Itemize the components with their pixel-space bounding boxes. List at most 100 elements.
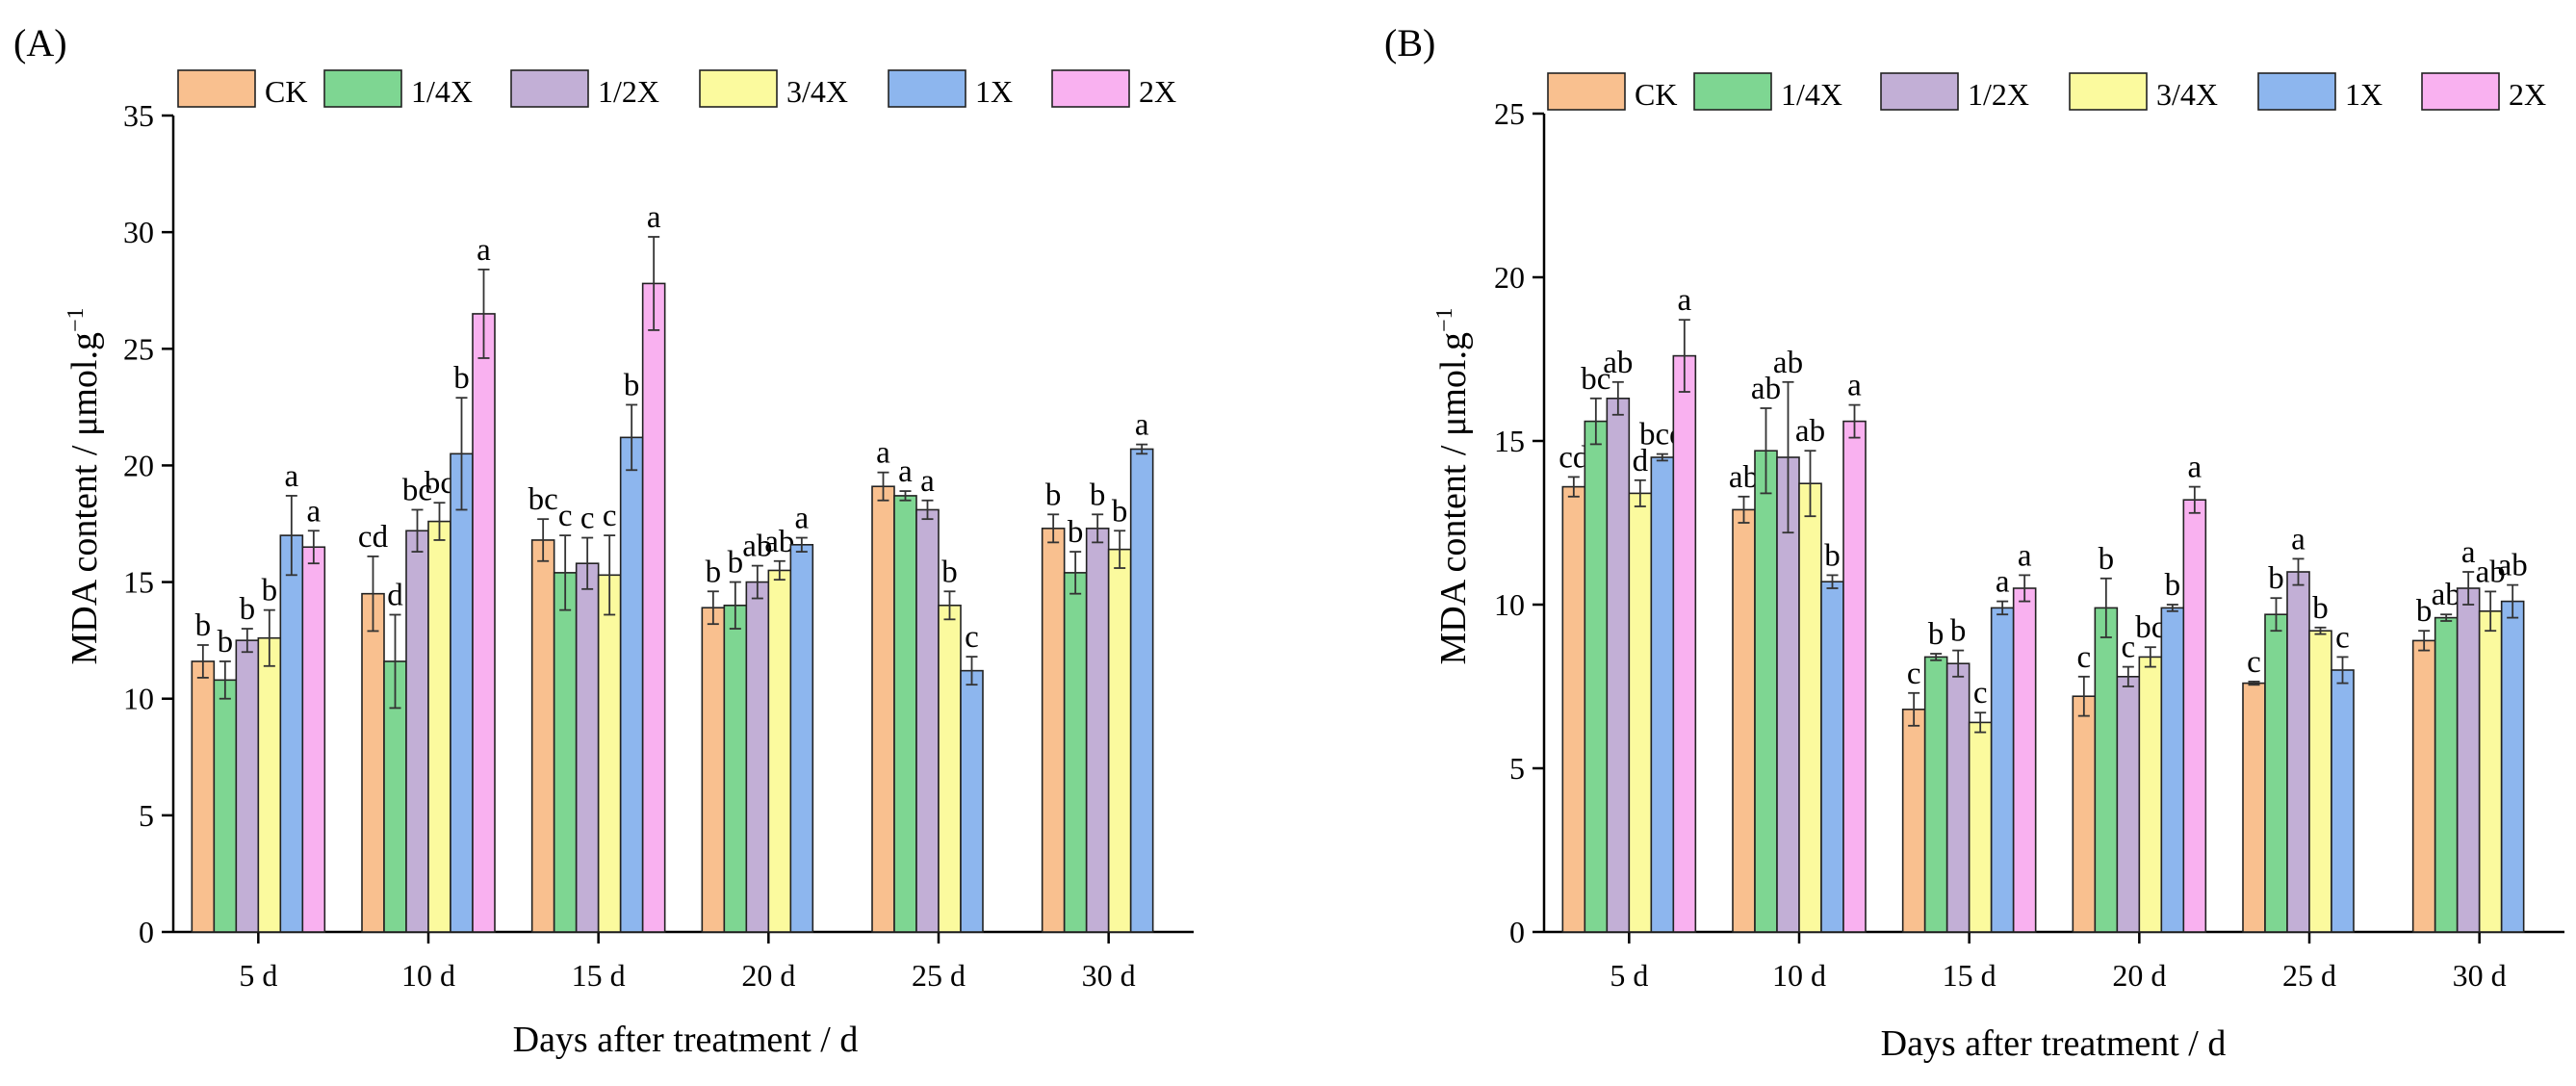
bar bbox=[2286, 571, 2310, 933]
significance-letter: c bbox=[1973, 676, 1988, 711]
bar bbox=[2331, 669, 2355, 933]
panel-b-y-axis-title-sup: −1 bbox=[1432, 307, 1457, 332]
significance-letter: d bbox=[1633, 444, 1649, 478]
bar bbox=[1923, 656, 1948, 933]
bar bbox=[427, 520, 451, 933]
bar bbox=[2012, 587, 2037, 933]
significance-letter: bc bbox=[1581, 362, 1610, 397]
legend-swatch bbox=[1051, 69, 1130, 108]
significance-letter: ab bbox=[764, 525, 794, 559]
legend-swatch bbox=[177, 69, 256, 108]
bar bbox=[789, 544, 814, 933]
significance-letter: b bbox=[1112, 494, 1128, 529]
significance-letter: b bbox=[1090, 478, 1106, 512]
bar bbox=[1041, 528, 1066, 933]
significance-letter: c bbox=[2247, 645, 2261, 680]
significance-letter: b bbox=[240, 592, 256, 627]
y-tick-label: 10 bbox=[1494, 587, 1525, 622]
bar bbox=[2308, 630, 2332, 933]
significance-letter: b bbox=[1045, 478, 1062, 512]
bar bbox=[1968, 721, 1993, 933]
legend-label: 3/4X bbox=[2156, 77, 2218, 112]
x-tick-label: 15 d bbox=[1943, 958, 1996, 993]
significance-letter: bc bbox=[528, 482, 558, 517]
bar bbox=[1129, 448, 1154, 933]
bar bbox=[1820, 581, 1844, 933]
significance-letter: bc bbox=[425, 466, 454, 501]
significance-letter: c bbox=[2077, 640, 2092, 675]
legend-label: 1X bbox=[975, 74, 1013, 109]
x-tick-label: 30 d bbox=[1082, 958, 1136, 993]
x-tick-label: 25 d bbox=[2282, 958, 2336, 993]
legend-swatch bbox=[1693, 72, 1772, 111]
legend-swatch bbox=[2421, 72, 2500, 111]
x-tick-label: 30 d bbox=[2453, 958, 2507, 993]
significance-letter: a bbox=[2291, 522, 2306, 556]
x-tick-label: 15 d bbox=[572, 958, 626, 993]
bar bbox=[2094, 607, 2119, 933]
x-tick-label: 5 d bbox=[239, 958, 277, 993]
bar bbox=[2116, 675, 2141, 933]
significance-letter: b bbox=[218, 625, 234, 659]
significance-letter: b bbox=[2416, 594, 2433, 629]
significance-letter: a bbox=[2461, 535, 2476, 570]
significance-letter: a bbox=[795, 502, 810, 536]
significance-letter: ab bbox=[1603, 346, 1633, 380]
bar bbox=[213, 679, 238, 933]
x-tick-label: 20 d bbox=[741, 958, 795, 993]
y-tick-label: 30 bbox=[123, 215, 154, 249]
significance-letter: ab bbox=[1751, 372, 1781, 406]
bar bbox=[745, 581, 770, 933]
significance-letter: a bbox=[477, 233, 491, 268]
y-tick-label: 20 bbox=[1494, 260, 1525, 295]
bar bbox=[2242, 682, 2266, 933]
panel-b-label: (B) bbox=[1384, 21, 1435, 65]
y-tick-label: 5 bbox=[139, 798, 154, 833]
significance-letter: b bbox=[1928, 617, 1945, 652]
significance-letter: ab bbox=[2476, 555, 2506, 589]
legend-swatch bbox=[510, 69, 589, 108]
significance-letter: a bbox=[898, 454, 913, 489]
y-tick-label: 15 bbox=[123, 565, 154, 600]
bar bbox=[1945, 662, 1971, 933]
bar bbox=[1672, 354, 1697, 933]
bar bbox=[2138, 656, 2163, 933]
bar bbox=[1798, 482, 1822, 933]
significance-letter: b bbox=[624, 368, 640, 402]
panel-a-y-axis-title: MDA content / μmol.g−1 bbox=[64, 307, 105, 664]
bar bbox=[1063, 572, 1088, 933]
significance-letter: c bbox=[603, 499, 617, 533]
legend-label: 2X bbox=[2509, 77, 2546, 112]
legend-swatch bbox=[2069, 72, 2148, 111]
panel-a-y-axis-title-sup: −1 bbox=[64, 307, 89, 332]
y-tick-label: 10 bbox=[123, 682, 154, 716]
bar bbox=[235, 639, 260, 933]
significance-letter: a bbox=[2018, 538, 2032, 573]
panel-a-y-axis-title-main: MDA content / μmol.g bbox=[64, 332, 105, 664]
significance-letter: a bbox=[2188, 451, 2202, 485]
significance-letter: cd bbox=[358, 520, 389, 555]
significance-letter: b bbox=[1824, 538, 1841, 573]
bar bbox=[553, 572, 578, 933]
bar bbox=[2500, 600, 2525, 933]
significance-letter: d bbox=[387, 578, 403, 612]
bar bbox=[1990, 607, 2015, 933]
legend-label: 1/2X bbox=[1968, 77, 2029, 112]
significance-letter: c bbox=[558, 499, 573, 533]
legend-swatch bbox=[699, 69, 778, 108]
bar bbox=[2160, 607, 2185, 933]
y-tick-label: 20 bbox=[123, 448, 154, 482]
significance-letter: b bbox=[728, 546, 744, 581]
bar bbox=[405, 530, 429, 933]
significance-letter: a bbox=[1135, 408, 1149, 443]
significance-letter: a bbox=[876, 436, 890, 471]
bar bbox=[1732, 508, 1756, 933]
significance-letter: ab bbox=[1729, 460, 1759, 495]
bar bbox=[361, 592, 385, 933]
significance-letter: b bbox=[195, 608, 212, 643]
legend-swatch bbox=[323, 69, 402, 108]
significance-letter: ab bbox=[1773, 346, 1803, 380]
